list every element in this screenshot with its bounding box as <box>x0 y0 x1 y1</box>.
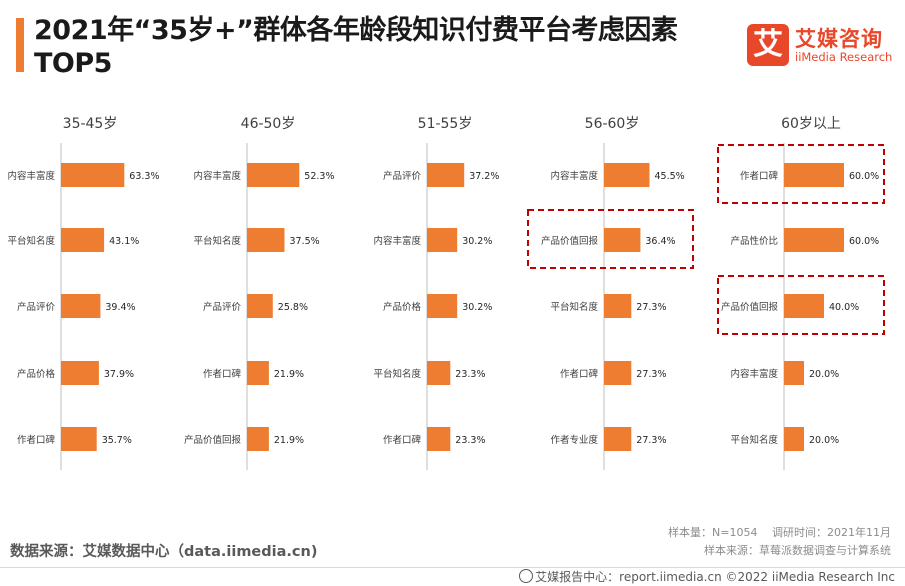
panel-title: 46-50岁 <box>241 116 296 132</box>
bar <box>784 163 844 187</box>
bar <box>784 228 844 252</box>
value-label: 60.0% <box>849 236 879 247</box>
value-label: 37.2% <box>469 171 499 182</box>
category-label: 内容丰富度 <box>193 170 241 182</box>
logo-cn-text: 艾媒咨询 <box>795 27 883 51</box>
bar <box>604 361 632 385</box>
value-label: 23.3% <box>455 435 485 446</box>
category-label: 平台知名度 <box>7 235 55 247</box>
category-label: 产品价值回报 <box>721 301 779 313</box>
category-label: 内容丰富度 <box>730 368 778 380</box>
category-label: 产品价格 <box>383 301 422 313</box>
bar <box>784 294 824 318</box>
value-label: 25.8% <box>278 302 308 313</box>
bar <box>427 294 458 318</box>
category-label: 平台知名度 <box>193 235 241 247</box>
value-label: 27.3% <box>636 302 666 313</box>
copyright-text: 艾媒报告中心：report.iimedia.cn ©2022 iiMedia R… <box>535 570 895 584</box>
bar <box>61 228 105 252</box>
panel-title: 35-45岁 <box>63 116 118 132</box>
value-label: 30.2% <box>462 236 492 247</box>
sample-info: 样本量：N=1054 调研时间：2021年11月 <box>668 526 891 539</box>
value-label: 39.4% <box>105 302 135 313</box>
value-label: 60.0% <box>849 171 879 182</box>
bar <box>604 228 641 252</box>
value-label: 21.9% <box>274 369 304 380</box>
logo-icon: 艾 <box>747 24 789 66</box>
category-label: 产品评价 <box>203 301 242 313</box>
globe-icon <box>519 569 534 583</box>
value-label: 30.2% <box>462 302 492 313</box>
category-label: 产品价格 <box>17 368 56 380</box>
category-label: 作者口碑 <box>17 434 56 446</box>
category-label: 产品评价 <box>17 301 56 313</box>
bar <box>604 163 650 187</box>
category-label: 平台知名度 <box>730 434 778 446</box>
value-label: 37.5% <box>290 236 320 247</box>
sample-source: 样本来源：草莓派数据调查与计算系统 <box>704 544 891 557</box>
bar <box>247 427 269 451</box>
bar <box>427 228 458 252</box>
bar <box>427 427 451 451</box>
category-label: 产品价值回报 <box>184 434 242 446</box>
value-label: 23.3% <box>455 369 485 380</box>
bar <box>247 294 273 318</box>
bar <box>247 163 300 187</box>
value-label: 27.3% <box>636 369 666 380</box>
category-label: 内容丰富度 <box>373 235 421 247</box>
highlight-box <box>717 144 885 204</box>
value-label: 20.0% <box>809 435 839 446</box>
value-label: 27.3% <box>636 435 666 446</box>
value-label: 40.0% <box>829 302 859 313</box>
value-label: 63.3% <box>129 171 159 182</box>
category-label: 作者专业度 <box>550 434 598 446</box>
category-label: 产品性价比 <box>730 235 778 247</box>
bar <box>247 228 285 252</box>
panel-title: 56-60岁 <box>585 116 640 132</box>
category-label: 作者口碑 <box>740 170 779 182</box>
value-label: 35.7% <box>102 435 132 446</box>
footer-divider <box>0 567 905 568</box>
survey-info: 样本量：N=1054 调研时间：2021年11月 样本来源：草莓派数据调查与计算… <box>668 524 891 560</box>
category-label: 平台知名度 <box>373 368 421 380</box>
data-source: 数据来源：艾媒数据中心（data.iimedia.cn) <box>10 544 318 560</box>
value-label: 45.5% <box>655 171 685 182</box>
page-title: 2021年“35岁+”群体各年龄段知识付费平台考虑因素TOP5 <box>34 15 678 79</box>
value-label: 21.9% <box>274 435 304 446</box>
bar <box>61 294 101 318</box>
title-accent-bar <box>16 18 24 72</box>
bar <box>604 294 632 318</box>
panel-title: 51-55岁 <box>418 116 473 132</box>
category-label: 平台知名度 <box>550 301 598 313</box>
value-label: 20.0% <box>809 369 839 380</box>
highlight-box <box>717 275 885 335</box>
bar <box>61 361 99 385</box>
category-label: 内容丰富度 <box>550 170 598 182</box>
bar <box>61 427 97 451</box>
bar <box>604 427 632 451</box>
bar <box>427 361 451 385</box>
value-label: 37.9% <box>104 369 134 380</box>
iimedia-logo: 艾 艾媒咨询 iiMedia Research <box>747 24 897 66</box>
bar <box>784 361 804 385</box>
value-label: 52.3% <box>304 171 334 182</box>
value-label: 43.1% <box>109 236 139 247</box>
category-label: 作者口碑 <box>383 434 422 446</box>
value-label: 36.4% <box>645 236 675 247</box>
panel-title: 60岁以上 <box>781 116 841 132</box>
category-label: 内容丰富度 <box>7 170 55 182</box>
category-label: 产品评价 <box>383 170 422 182</box>
bar <box>61 163 125 187</box>
category-label: 产品价值回报 <box>541 235 599 247</box>
copyright: 艾媒报告中心：report.iimedia.cn ©2022 iiMedia R… <box>519 568 895 585</box>
bar <box>784 427 804 451</box>
logo-en-text: iiMedia Research <box>795 50 893 64</box>
bar <box>427 163 465 187</box>
category-label: 作者口碑 <box>203 368 242 380</box>
bar <box>247 361 269 385</box>
highlight-box <box>527 209 694 269</box>
category-label: 作者口碑 <box>560 368 599 380</box>
